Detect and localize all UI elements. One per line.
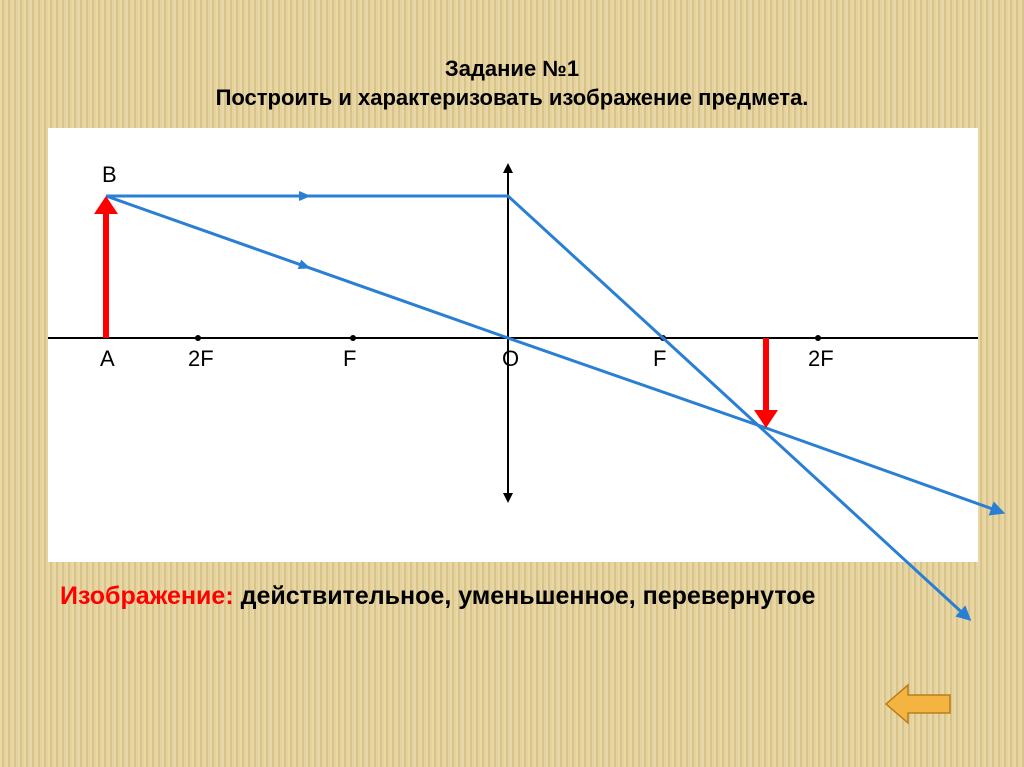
focal-label: F <box>343 346 356 371</box>
focal-point <box>195 335 201 341</box>
caption-label: Изображение: <box>60 582 234 610</box>
ray-through-center <box>106 196 1001 512</box>
focal-label: 2F <box>188 346 214 371</box>
focal-point <box>350 335 356 341</box>
object-label-top: B <box>102 162 117 187</box>
ray-arrowhead <box>299 191 311 201</box>
back-arrow-icon <box>882 681 954 727</box>
focal-label: F <box>653 346 666 371</box>
ray-arrowhead <box>298 260 313 273</box>
title-line-1: Задание №1 <box>0 55 1024 84</box>
object-label-bottom: A <box>100 346 115 371</box>
caption-description: действительное, уменьшенное, перевернуто… <box>234 582 816 610</box>
task-title: Задание №1 Построить и характеризовать и… <box>0 55 1024 112</box>
focal-label: 2F <box>808 346 834 371</box>
back-button[interactable] <box>882 681 954 727</box>
focal-point <box>815 335 821 341</box>
image-caption: Изображение: действительное, уменьшенное… <box>60 582 815 611</box>
origin-label: O <box>502 346 519 371</box>
ray-parallel-then-focal <box>106 196 968 618</box>
title-line-2: Построить и характеризовать изображение … <box>0 84 1024 113</box>
optics-diagram: F F 2F 2F O B A <box>48 128 978 562</box>
